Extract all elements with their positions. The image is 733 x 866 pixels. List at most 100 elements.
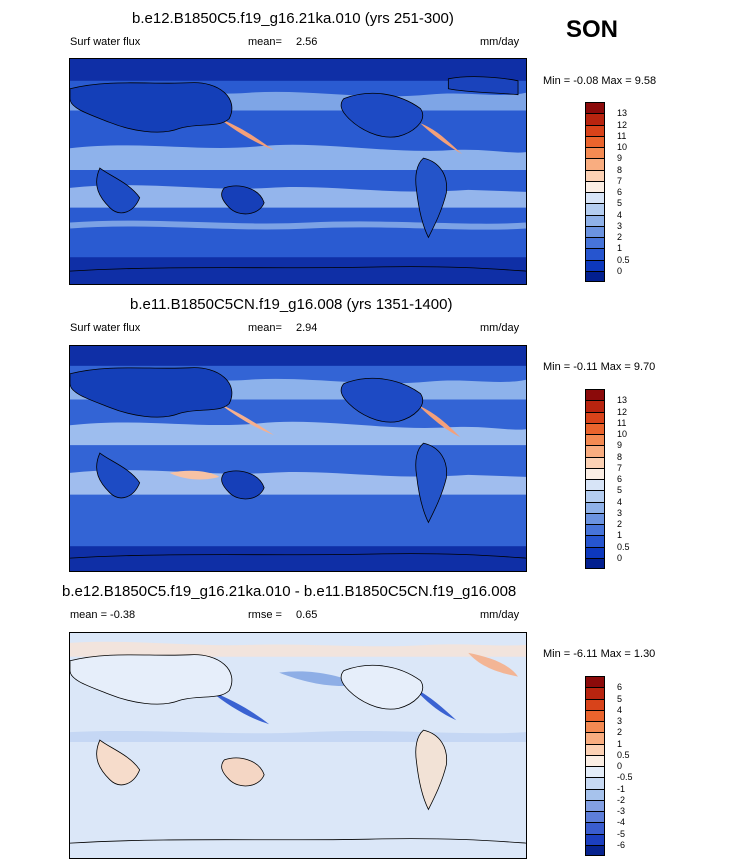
colorbar-swatch [585,180,605,192]
colorbar-tick-label: 4 [617,704,623,715]
panel-3-colorbar-boxes [585,676,605,856]
colorbar-tick-label: 3 [617,220,623,231]
colorbar-tick-label: 5 [617,485,623,496]
colorbar-tick-label: 3 [617,507,623,518]
colorbar-tick-label: 3 [617,716,623,726]
colorbar-tick-label: 1 [617,243,623,254]
panel-3-colorbar [585,676,605,856]
colorbar-tick-label: 7 [617,462,623,473]
panel-3-rmse-label: rmse = [248,609,282,621]
colorbar-tick-label: -1 [617,783,626,794]
panel-1-colorbar [585,102,605,282]
colorbar-tick-label: 12 [617,406,628,417]
panel-3-minmax: Min = -6.11 Max = 1.30 [543,648,656,660]
colorbar-swatch [585,389,605,401]
colorbar-swatch [585,799,605,811]
colorbar-swatch [585,259,605,271]
colorbar-tick-label: 9 [617,153,623,164]
colorbar-swatch [585,754,605,766]
colorbar-tick-label: -4 [617,817,626,828]
colorbar-tick-label: 9 [617,440,623,451]
colorbar-tick-label: 11 [617,130,627,141]
colorbar-tick-label: 12 [617,119,628,130]
colorbar-swatch [585,811,605,823]
panel-2-map-svg [70,346,526,571]
colorbar-swatch [585,512,605,524]
colorbar-tick-label: 11 [617,417,627,428]
colorbar-swatch [585,214,605,226]
colorbar-swatch [585,158,605,170]
panel-1-mean-value: 2.56 [296,36,318,48]
panel-1-colorbar-boxes [585,102,605,282]
colorbar-tick-label: -2 [617,794,626,805]
panel-1-units: mm/day [480,36,520,48]
colorbar-tick-label: 1 [617,738,623,749]
colorbar-tick-label: 4 [617,209,623,220]
colorbar-swatch [585,709,605,721]
colorbar-swatch [585,822,605,834]
colorbar-swatch [585,535,605,547]
colorbar-swatch [585,225,605,237]
colorbar-tick-label: 6 [617,474,623,484]
colorbar-tick-label: 0 [617,552,623,563]
panel-1-map-svg [70,59,526,284]
colorbar-swatch [585,467,605,479]
colorbar-swatch [585,270,605,282]
colorbar-tick-label: 13 [617,395,628,406]
colorbar-tick-label: 0 [617,265,623,276]
panel-3-map [69,632,527,859]
panel-2-mean-label: mean= [248,322,282,334]
colorbar-swatch [585,743,605,755]
colorbar-swatch [585,524,605,536]
colorbar-swatch [585,766,605,778]
colorbar-swatch [585,833,605,845]
panel-3-title: b.e12.B1850C5.f19_g16.21ka.010 - b.e11.B… [62,583,517,600]
colorbar-swatch [585,411,605,423]
colorbar-tick-label: 6 [617,682,623,693]
colorbar-swatch [585,203,605,215]
colorbar-tick-label: 5 [617,693,623,704]
panel-2-minmax: Min = -0.11 Max = 9.70 [543,361,656,373]
colorbar-swatch [585,434,605,446]
colorbar-swatch [585,490,605,502]
panel-1-title: b.e12.B1850C5.f19_g16.21ka.010 (yrs 251-… [132,10,454,27]
colorbar-tick-label: 2 [617,727,623,738]
colorbar-swatch [585,113,605,125]
colorbar-tick-label: 7 [617,175,623,186]
colorbar-tick-label: 1 [617,530,623,541]
colorbar-tick-label: 10 [617,142,628,152]
colorbar-swatch [585,445,605,457]
colorbar-tick-label: 0.5 [617,749,630,760]
colorbar-tick-label: 2 [617,519,623,529]
panel-2-map [69,345,527,572]
colorbar-swatch [585,169,605,181]
panel-2-mean-value: 2.94 [296,322,318,334]
colorbar-tick-label: 5 [617,198,623,209]
colorbar-swatch [585,124,605,136]
colorbar-tick-label: 8 [617,164,623,175]
colorbar-swatch [585,248,605,260]
panel-1-minmax: Min = -0.08 Max = 9.58 [543,75,657,87]
panel-1-map [69,58,527,285]
panel-2-colorbar [585,389,605,569]
colorbar-tick-label: 0.5 [617,541,630,552]
colorbar-swatch [585,147,605,159]
colorbar-swatch [585,135,605,147]
colorbar-tick-label: -0.5 [617,772,633,783]
colorbar-swatch [585,501,605,513]
panel-2-colorbar-boxes [585,389,605,569]
colorbar-swatch [585,546,605,558]
colorbar-swatch [585,777,605,789]
colorbar-swatch [585,400,605,412]
colorbar-swatch [585,687,605,699]
panel-1-mean-label: mean= [248,36,282,48]
colorbar-tick-label: 6 [617,187,623,197]
colorbar-tick-label: 13 [617,108,628,119]
colorbar-tick-label: 8 [617,451,623,462]
panel-2-units: mm/day [480,322,520,334]
colorbar-tick-label: 0.5 [617,254,630,265]
colorbar-tick-label: -6 [617,839,626,850]
colorbar-swatch [585,844,605,856]
colorbar-swatch [585,788,605,800]
colorbar-tick-label: -5 [617,828,626,839]
